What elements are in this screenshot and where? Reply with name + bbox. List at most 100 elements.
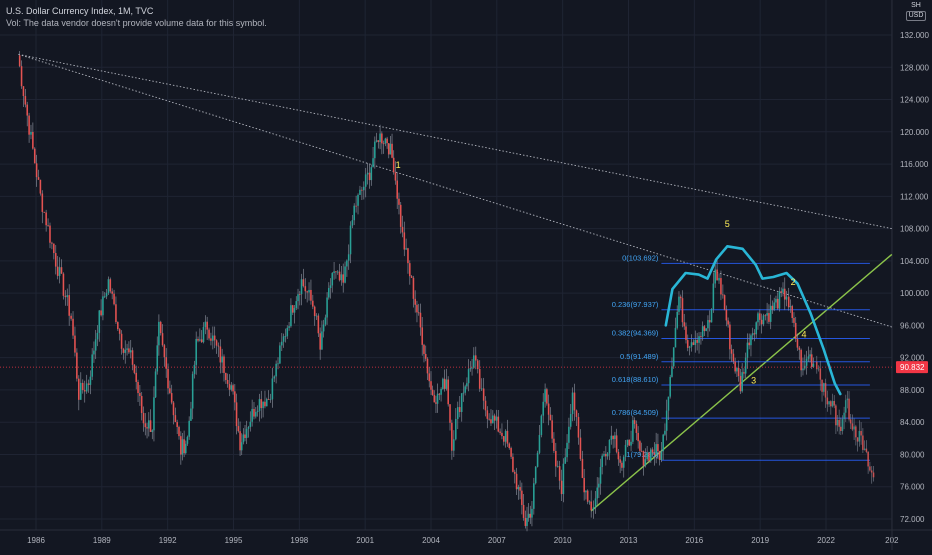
candle — [569, 414, 572, 427]
candle — [62, 273, 65, 296]
candle — [271, 378, 274, 400]
candle — [705, 328, 707, 331]
candle — [131, 350, 134, 365]
candle — [242, 434, 245, 443]
last-price-label: 90.832 — [900, 363, 925, 372]
candle — [417, 312, 420, 314]
projected-candle — [862, 435, 864, 450]
candle — [614, 435, 616, 440]
candle — [412, 277, 415, 299]
candle — [630, 441, 632, 446]
candle — [471, 367, 473, 369]
y-tick-label: 132.000 — [900, 31, 929, 40]
candle — [617, 451, 620, 460]
candle — [807, 356, 810, 359]
candle — [430, 381, 432, 390]
candle — [423, 344, 425, 354]
candle — [51, 242, 53, 244]
candle — [755, 322, 758, 335]
candle — [650, 449, 652, 461]
candle — [200, 339, 203, 343]
candle — [685, 326, 687, 341]
candle — [193, 364, 196, 374]
candle — [456, 407, 459, 419]
candle — [610, 435, 613, 440]
trendline-mid-resistance — [18, 53, 892, 328]
candle — [35, 163, 38, 178]
candle — [128, 348, 130, 353]
y-tick-label: 128.000 — [900, 63, 929, 72]
candle — [577, 416, 580, 438]
candle — [398, 198, 400, 205]
candle — [462, 392, 465, 394]
candle — [547, 403, 550, 415]
x-tick-label: 2007 — [488, 536, 506, 545]
candle — [255, 412, 257, 417]
candle — [686, 340, 689, 348]
candle — [399, 204, 402, 227]
candle — [386, 138, 388, 144]
candle — [221, 356, 223, 363]
candle — [407, 248, 409, 264]
candle — [234, 391, 236, 403]
y-tick-label: 100.000 — [900, 289, 929, 298]
candle — [228, 383, 231, 390]
candle — [76, 352, 78, 379]
candle — [773, 302, 776, 310]
candle — [716, 269, 718, 281]
candle — [93, 350, 95, 355]
candle — [349, 225, 352, 255]
candle — [759, 313, 761, 320]
candle — [531, 508, 533, 518]
candle — [632, 420, 634, 442]
candle — [729, 324, 731, 350]
candle — [74, 335, 76, 353]
candle — [190, 408, 192, 421]
candle — [449, 404, 451, 423]
candle — [232, 385, 234, 392]
candle — [445, 379, 448, 389]
candle — [664, 430, 666, 435]
projected-candle — [863, 448, 866, 450]
candle — [321, 331, 323, 350]
candle — [678, 296, 680, 312]
candle — [727, 320, 729, 325]
candle — [83, 390, 86, 392]
candle — [628, 439, 631, 446]
candle — [382, 143, 385, 145]
candle — [414, 298, 416, 305]
candle — [102, 296, 104, 316]
candle — [56, 266, 59, 276]
candle — [306, 291, 308, 293]
candle — [696, 339, 698, 343]
candle — [85, 383, 88, 392]
candle — [526, 517, 528, 526]
candle — [161, 333, 164, 346]
candle — [751, 333, 754, 336]
projected-candle — [823, 383, 825, 392]
x-tick-label: 2010 — [554, 536, 572, 545]
candle — [295, 301, 298, 309]
candle — [635, 423, 638, 433]
candle — [147, 420, 150, 429]
candle — [284, 336, 287, 338]
candle — [111, 291, 113, 294]
y-tick-label: 72.000 — [900, 515, 925, 524]
candle — [458, 407, 461, 413]
candle — [646, 452, 648, 460]
wave-label: 3 — [751, 375, 756, 385]
y-tick-label: 108.000 — [900, 225, 929, 234]
candle — [351, 220, 354, 226]
candle — [660, 451, 663, 460]
candle — [495, 416, 498, 421]
candle — [551, 420, 553, 439]
candle — [590, 501, 592, 511]
candle — [291, 305, 294, 313]
candle — [692, 342, 695, 345]
candle — [690, 342, 693, 347]
currency-selector[interactable]: SH USD — [906, 2, 926, 21]
candle — [328, 288, 330, 298]
candle — [315, 315, 318, 317]
